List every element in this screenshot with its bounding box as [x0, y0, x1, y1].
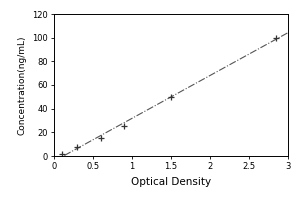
Y-axis label: Concentration(ng/mL): Concentration(ng/mL) — [17, 35, 26, 135]
X-axis label: Optical Density: Optical Density — [131, 177, 211, 187]
